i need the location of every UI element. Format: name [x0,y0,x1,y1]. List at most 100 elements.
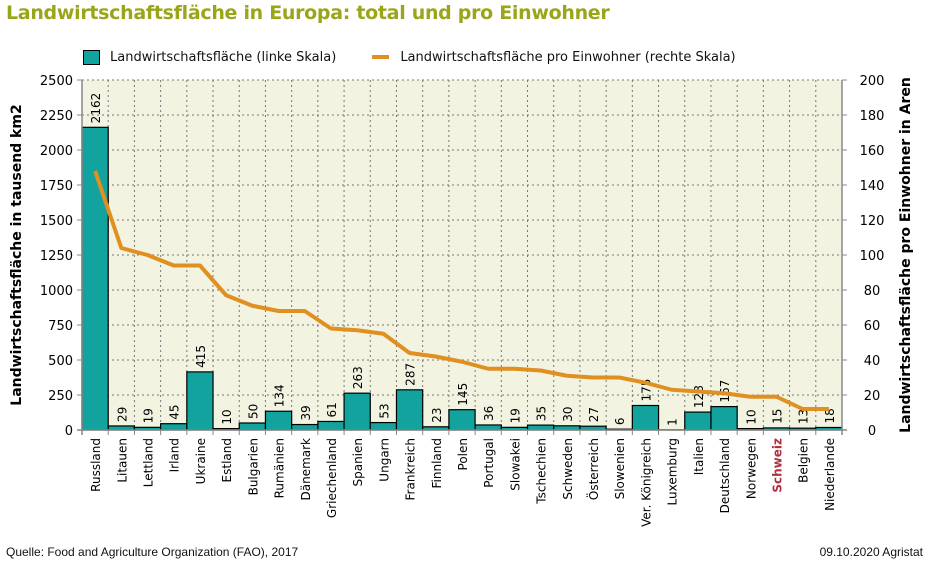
bar-value-label: 61 [325,402,339,417]
right-tick-label: 140 [860,179,885,194]
left-axis-title: Landwirtschaftsfläche in tausend km2 [9,104,25,405]
right-axis-title: Landwirtschaftsfläche pro Einwohner in A… [898,77,914,433]
left-tick-label: 250 [48,389,73,404]
right-tick-label: 80 [864,284,881,299]
bar-value-label: 2162 [89,93,103,124]
bar [160,423,188,431]
right-tick-label: 40 [864,354,881,369]
legend-bar-label: Landwirtschaftsfläche (linke Skala) [110,49,337,65]
bar-value-label: 10 [744,409,758,424]
bar-value-label: 145 [456,383,470,406]
x-category-label: Bulgarien [246,438,260,495]
bar [238,422,267,431]
bar-value-label: 36 [482,406,496,421]
left-tick-label: 1500 [40,214,73,229]
bar [369,421,398,431]
x-category-label: Slowakei [508,438,522,491]
bar [186,371,214,431]
bar-value-label: 13 [797,409,811,424]
left-tick-label: 2250 [40,109,73,124]
right-tick-label: 0 [868,424,876,439]
bar [343,392,371,431]
x-category-label: Spanien [351,438,365,487]
x-category-label: Griechenland [325,438,339,518]
legend-bar-swatch [83,49,100,65]
left-tick-label: 2000 [40,144,73,159]
x-category-label: Ukraine [194,438,208,484]
x-category-label: Niederlande [823,438,837,511]
x-category-label: Schweden [561,438,575,500]
x-category-label: Estland [220,438,234,482]
right-tick-label: 60 [864,319,881,334]
axes [77,80,847,435]
bar [710,406,738,431]
bar-value-label: 167 [718,380,732,403]
right-tick-label: 200 [860,74,885,89]
chart-title: Landwirtschaftsfläche in Europa: total u… [6,2,610,24]
bar [684,411,712,431]
bar-value-label: 29 [115,407,129,422]
x-category-label: Russland [89,438,103,492]
bar-value-label: 45 [168,404,182,419]
bar-value-label: 23 [430,407,444,422]
bar-value-label: 30 [561,407,575,422]
bar-value-label: 287 [404,363,418,386]
legend: Landwirtschaftsfläche (linke Skala) Land… [83,47,736,67]
x-category-label: Italien [692,438,706,475]
bar-value-label: 50 [246,404,260,419]
x-category-label: Schweiz [770,438,784,493]
bar-value-label: 128 [692,385,706,408]
legend-line-swatch [372,55,390,59]
bar-value-label: 15 [770,409,784,424]
left-tick-label: 2500 [40,74,73,89]
left-tick-label: 1750 [40,179,73,194]
legend-line-label: Landwirtschaftsfläche pro Einwohner (rec… [400,49,736,65]
x-category-label: Finnland [430,438,444,488]
bar-value-label: 39 [299,405,313,420]
x-category-label: Polen [456,438,470,470]
right-tick-label: 180 [860,109,885,124]
bar [264,410,293,431]
right-tick-label: 100 [860,249,885,264]
bar-value-label: 19 [142,408,156,423]
right-tick-label: 20 [864,389,881,404]
source-note: Quelle: Food and Agriculture Organizatio… [6,545,299,559]
bar-value-label: 53 [377,403,391,418]
bar [474,424,502,431]
x-category-label: Dänemark [299,438,313,501]
x-category-label: Deutschland [718,438,732,513]
left-tick-label: 750 [48,319,73,334]
date-credit: 09.10.2020 Agristat [819,545,923,559]
x-category-label: Irland [168,438,182,472]
bar-value-label: 18 [823,408,837,423]
bar-value-label: 1 [666,418,680,426]
x-category-label: Luxemburg [666,438,680,505]
x-category-label: Österreich [585,438,601,500]
x-category-label: Belgien [797,438,811,483]
per-capita-line [93,170,829,411]
x-category-label: Frankreich [404,438,418,500]
x-category-label: Litauen [115,438,129,483]
right-tick-label: 160 [860,144,885,159]
bar-value-label: 134 [273,384,287,407]
x-category-label: Lettland [142,438,156,487]
left-tick-label: 500 [48,354,73,369]
bar [291,423,319,431]
bars [81,126,843,431]
x-category-label: Ver. Königreich [639,438,653,527]
bar-value-label: 27 [587,407,601,422]
left-axis-ticks: 0 250 500 750 1000 1250 1500 1750 2000 2250 2500 [40,74,82,439]
x-category-label: Slowenien [613,438,627,499]
bar-value-label: 6 [613,418,627,426]
bar [395,389,424,431]
bar [317,420,345,431]
bar-value-label: 35 [535,406,549,421]
left-tick-label: 0 [65,424,73,439]
left-tick-label: 1250 [40,249,73,264]
x-category-label: Tschechien [535,438,549,505]
bar-value-label: 10 [220,409,234,424]
bar-value-label: 415 [194,345,208,368]
bar-value-label: 19 [508,408,522,423]
